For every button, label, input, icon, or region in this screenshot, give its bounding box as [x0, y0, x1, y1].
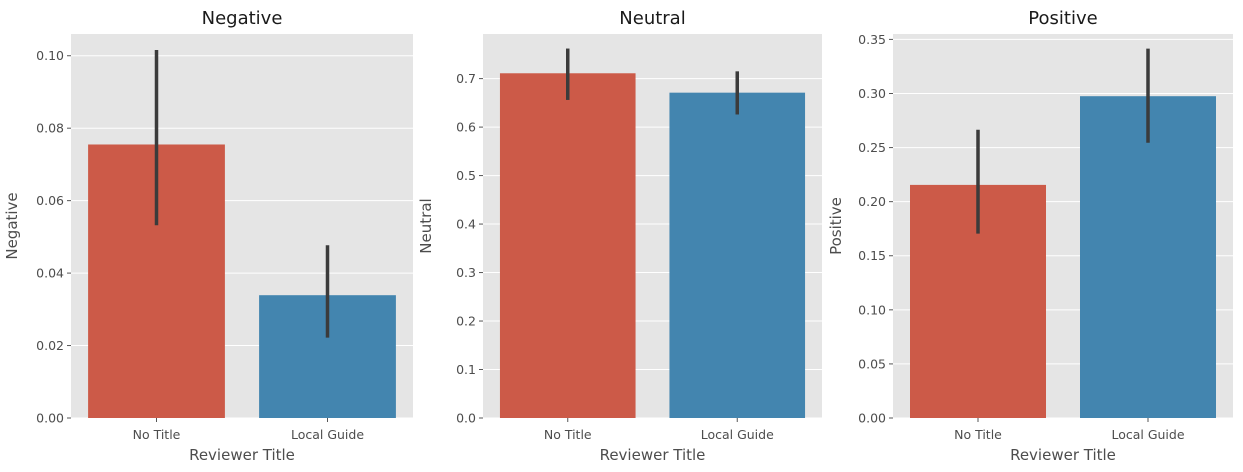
x-axis-label: Reviewer Title [189, 446, 295, 464]
x-tick-label: Local Guide [1111, 427, 1184, 442]
y-tick-label: 0.7 [456, 71, 476, 86]
y-axis-label: Positive [827, 197, 845, 255]
y-tick-label: 0.0 [456, 411, 476, 426]
bar-local-guide [1080, 96, 1216, 419]
y-tick-label: 0.2 [456, 314, 476, 329]
y-tick-label: 0.10 [858, 302, 886, 317]
y-tick-label: 0.00 [36, 411, 64, 426]
y-tick-label: 0.06 [36, 193, 64, 208]
y-tick-label: 0.05 [858, 356, 886, 371]
x-tick-label: No Title [544, 427, 592, 442]
y-tick-label: 0.3 [456, 265, 476, 280]
y-tick-label: 0.5 [456, 168, 476, 183]
y-axis-label: Negative [3, 192, 21, 259]
x-axis-label: Reviewer Title [1010, 446, 1116, 464]
y-tick-label: 0.08 [36, 121, 64, 136]
y-tick-label: 0.20 [858, 194, 886, 209]
y-tick-label: 0.35 [858, 32, 886, 47]
y-axis-label: Neutral [417, 198, 435, 253]
y-tick-label: 0.25 [858, 140, 886, 155]
y-tick-label: 0.1 [456, 362, 476, 377]
y-tick-label: 0.6 [456, 120, 476, 135]
x-tick-label: Local Guide [291, 427, 364, 442]
x-tick-label: No Title [133, 427, 181, 442]
chart-title: Neutral [619, 8, 685, 29]
bar-local-guide [669, 92, 806, 419]
y-tick-label: 0.30 [858, 86, 886, 101]
chart-panel-positive: 0.00 0.05 0.10 0.15 0.20 0.25 0.30 0.35 No Title… [827, 8, 1233, 464]
chart-panel-neutral: 0.0 0.1 0.2 0.3 0.4 0.5 0.6 0.7 No Title Local Gu… [417, 8, 822, 464]
y-tick-label: 0.4 [456, 217, 476, 232]
y-tick-label: 0.15 [858, 248, 886, 263]
y-tick-label: 0.10 [36, 48, 64, 63]
chart-title: Negative [202, 8, 283, 29]
bar-no-title [499, 73, 636, 418]
x-axis-label: Reviewer Title [600, 446, 706, 464]
chart-title: Positive [1028, 8, 1097, 29]
y-tick-label: 0.04 [36, 266, 64, 281]
y-tick-label: 0.00 [858, 411, 886, 426]
x-tick-label: Local Guide [701, 427, 774, 442]
x-tick-label: No Title [954, 427, 1002, 442]
chart-panel-negative: 0.00 0.02 0.04 0.06 0.08 0.10 No Title Local Gu… [3, 8, 413, 464]
y-tick-label: 0.02 [36, 338, 64, 353]
